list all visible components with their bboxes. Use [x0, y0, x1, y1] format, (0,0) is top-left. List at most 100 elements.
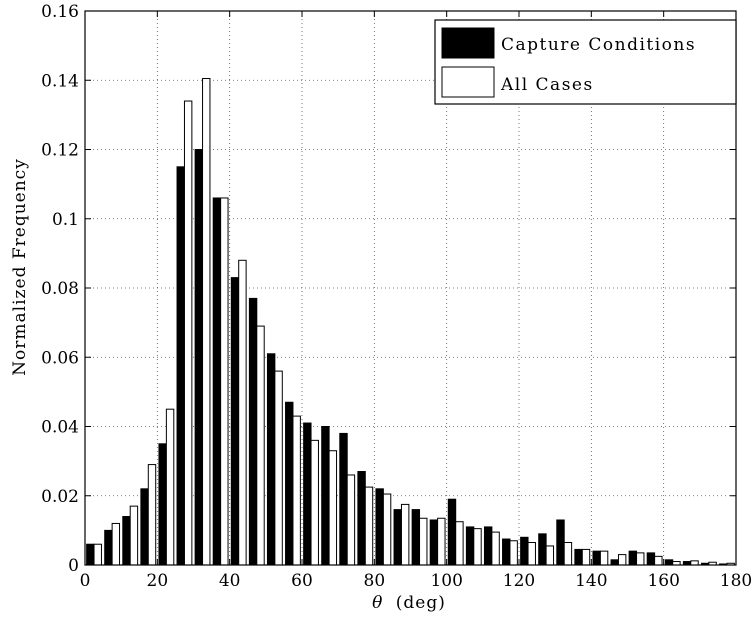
- grid-lines: [85, 11, 736, 565]
- bar-all-cases: [545, 545, 555, 566]
- legend-swatch-all-cases: [441, 66, 495, 98]
- bar-all-cases: [274, 370, 283, 566]
- x-tick-label: 140: [575, 571, 607, 591]
- y-tick-label: 0.06: [41, 348, 79, 368]
- x-axis-symbol: θ: [372, 593, 383, 613]
- bar-all-cases: [147, 464, 157, 566]
- bar-all-cases: [364, 486, 374, 566]
- y-tick-label: 0.08: [41, 279, 79, 299]
- bar-all-cases: [581, 548, 591, 566]
- x-tick-label: 120: [503, 571, 535, 591]
- bar-all-cases: [382, 493, 392, 566]
- bar-all-cases: [165, 408, 175, 566]
- bar-all-cases: [473, 528, 482, 566]
- bar-capture-conditions: [502, 538, 511, 566]
- bar-all-cases: [419, 517, 428, 566]
- bar-all-cases: [346, 474, 356, 566]
- bar-capture-conditions: [285, 401, 294, 566]
- x-tick-label: 40: [219, 571, 241, 591]
- x-tick-label: 60: [291, 571, 313, 591]
- bar-capture-conditions: [339, 432, 348, 566]
- y-tick-labels: 0 0.02 0.04 0.06 0.08 0.1 0.12 0.14 0.16: [41, 2, 79, 576]
- bar-capture-conditions: [610, 559, 619, 566]
- bar-capture-conditions: [375, 488, 384, 566]
- bar-capture-conditions: [538, 533, 547, 566]
- bar-capture-conditions: [86, 543, 95, 566]
- bar-all-cases: [690, 560, 699, 566]
- bar-capture-conditions: [104, 529, 113, 566]
- bar-all-cases: [328, 450, 338, 566]
- bar-capture-conditions: [646, 552, 656, 566]
- bar-capture-conditions: [266, 353, 276, 566]
- bar-all-cases: [636, 552, 645, 566]
- bar-all-cases: [292, 415, 301, 566]
- bar-all-cases: [437, 517, 446, 566]
- bar-all-cases: [527, 541, 536, 566]
- bar-capture-conditions: [447, 498, 457, 566]
- x-tick-label: 180: [720, 571, 752, 591]
- bar-capture-conditions: [465, 526, 475, 566]
- bar-all-cases: [202, 78, 211, 566]
- bar-all-cases: [400, 503, 410, 566]
- y-tick-label: 0.16: [41, 2, 79, 22]
- bar-capture-conditions: [194, 149, 204, 566]
- bar-capture-conditions: [248, 297, 258, 566]
- legend-label-all-cases: All Cases: [500, 75, 594, 95]
- bar-capture-conditions: [628, 550, 638, 566]
- bar-capture-conditions: [158, 443, 167, 566]
- x-tick-label: 0: [80, 571, 91, 591]
- bar-all-cases: [183, 100, 193, 566]
- bar-all-cases: [238, 259, 247, 566]
- bar-all-cases: [256, 325, 265, 566]
- bar-all-cases: [654, 555, 663, 566]
- bar-capture-conditions: [429, 519, 439, 566]
- bars-group: [86, 78, 735, 566]
- bar-capture-conditions: [411, 509, 421, 566]
- bar-capture-conditions: [664, 559, 674, 566]
- y-axis-label: Normalized Frequency: [10, 158, 30, 376]
- legend: Capture Conditions All Cases: [434, 19, 737, 105]
- bar-all-cases: [563, 541, 573, 566]
- bar-capture-conditions: [321, 426, 330, 566]
- x-tick-label: 160: [647, 571, 679, 591]
- x-axis-unit: (deg): [396, 593, 446, 613]
- bar-capture-conditions: [483, 526, 493, 566]
- y-tick-label: 0.14: [41, 71, 79, 91]
- y-tick-label: 0.12: [41, 141, 79, 161]
- bar-capture-conditions: [357, 471, 366, 566]
- bar-all-cases: [617, 554, 627, 566]
- bar-capture-conditions: [393, 509, 402, 566]
- bar-capture-conditions: [592, 550, 601, 566]
- legend-label-capture-conditions: Capture Conditions: [501, 35, 696, 55]
- bar-all-cases: [310, 439, 319, 566]
- y-tick-label: 0.04: [41, 418, 79, 438]
- bar-capture-conditions: [122, 516, 131, 566]
- y-tick-label: 0: [68, 556, 79, 576]
- bar-capture-conditions: [176, 166, 185, 566]
- bar-capture-conditions: [140, 488, 149, 566]
- axes-frame: [84, 10, 737, 566]
- bar-all-cases: [93, 543, 102, 566]
- x-axis-label: θ (deg): [372, 593, 446, 613]
- legend-swatch-capture-conditions: [441, 27, 495, 59]
- bar-capture-conditions: [556, 519, 565, 566]
- bar-all-cases: [111, 522, 121, 566]
- bar-capture-conditions: [230, 277, 240, 566]
- bar-all-cases: [491, 531, 500, 566]
- y-tick-label: 0.1: [52, 210, 79, 230]
- bar-capture-conditions: [520, 536, 529, 566]
- x-tick-label: 20: [147, 571, 169, 591]
- bar-all-cases: [509, 540, 518, 566]
- x-tick-label: 80: [364, 571, 386, 591]
- y-tick-label: 0.02: [41, 487, 79, 507]
- x-tick-labels: 0 20 40 60 80 100 120 140 160 180: [80, 571, 752, 591]
- bar-capture-conditions: [212, 197, 222, 566]
- bar-all-cases: [455, 521, 464, 566]
- x-tick-label: 100: [430, 571, 462, 591]
- bar-all-cases: [599, 550, 609, 566]
- bar-all-cases: [129, 505, 139, 566]
- bar-all-cases: [220, 197, 229, 566]
- bar-capture-conditions: [574, 548, 583, 566]
- bar-capture-conditions: [303, 422, 312, 566]
